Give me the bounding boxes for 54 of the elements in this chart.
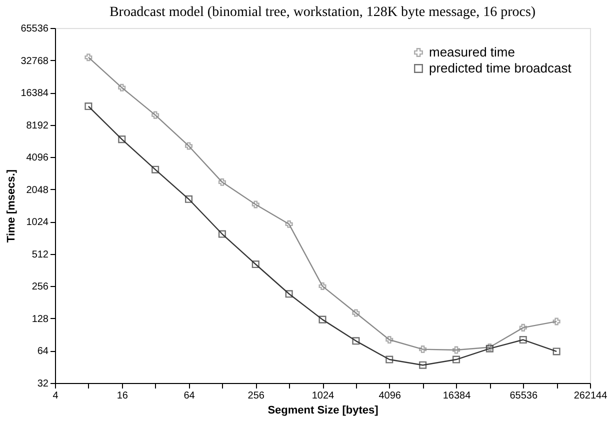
y-axis-title: Time [msecs.] — [6, 169, 18, 243]
point — [386, 356, 394, 364]
x-tick-label: 16384 — [442, 390, 472, 402]
x-tick-label: 4096 — [378, 390, 402, 402]
point — [152, 166, 160, 174]
y-tick-label: 1024 — [26, 217, 49, 228]
y-tick-label: 32 — [37, 378, 49, 390]
point — [318, 316, 326, 324]
y-tick-label: 65536 — [20, 24, 49, 34]
point — [285, 220, 293, 228]
point — [218, 230, 226, 238]
y-tick-label: 4096 — [26, 152, 49, 164]
x-tick-label: 262144 — [574, 390, 608, 402]
point — [519, 336, 527, 344]
point — [419, 346, 427, 354]
point — [118, 136, 126, 144]
legend-label: predicted time broadcast — [429, 60, 572, 76]
point — [519, 324, 527, 332]
point — [552, 318, 560, 326]
chart-title: Broadcast model (binomial tree, workstation, 128K byte message, 16 procs) — [109, 5, 536, 20]
point — [118, 84, 126, 92]
x-tick-label: 256 — [248, 390, 265, 402]
point — [152, 111, 160, 119]
x-tick-label: 1024 — [312, 390, 335, 402]
point — [218, 178, 226, 186]
y-tick-label: 512 — [32, 249, 49, 260]
point — [252, 200, 260, 208]
point — [386, 336, 394, 344]
x-tick-label: 64 — [184, 390, 196, 402]
point — [184, 195, 193, 203]
point — [318, 282, 326, 290]
point — [452, 346, 460, 354]
y-tick-label: 64 — [37, 346, 49, 358]
point — [452, 356, 460, 364]
point — [352, 309, 360, 317]
y-tick-label: 32768 — [20, 56, 49, 67]
point — [252, 260, 260, 268]
x-axis-title: Segment Size [bytes] — [268, 404, 379, 416]
point — [419, 361, 427, 369]
y-tick-label: 128 — [32, 314, 49, 325]
point — [285, 290, 293, 298]
x-tick-label: 65536 — [510, 390, 538, 402]
y-tick-label: 8192 — [26, 120, 49, 132]
point — [352, 337, 360, 345]
y-tick-label: 2048 — [26, 184, 49, 196]
x-tick-label: 16 — [116, 390, 128, 402]
x-tick-label: 4 — [52, 390, 59, 402]
y-tick-label: 16384 — [20, 88, 49, 100]
point — [552, 348, 560, 356]
point — [184, 142, 193, 150]
y-tick-label: 256 — [32, 282, 49, 293]
point — [84, 54, 92, 62]
legend-label: measured time — [429, 44, 515, 60]
point — [84, 102, 92, 110]
